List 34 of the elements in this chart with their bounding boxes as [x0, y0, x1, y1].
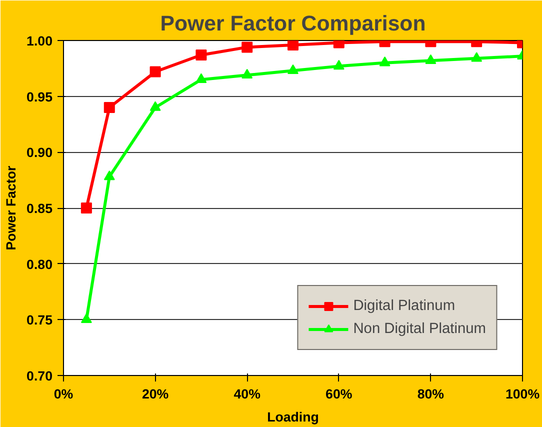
- point: [104, 102, 115, 113]
- point: [471, 52, 482, 62]
- point: [104, 170, 115, 180]
- point: [196, 50, 207, 61]
- point: [425, 54, 436, 64]
- y-axis-title: Power Factor: [4, 166, 19, 250]
- point: [80, 313, 92, 324]
- x-tick-label: 0%: [54, 386, 74, 402]
- y-tick-label: 0.85: [26, 201, 54, 216]
- x-tick-label: 40%: [234, 386, 261, 402]
- point: [80, 202, 92, 214]
- legend-label: Digital Platinum: [353, 298, 456, 314]
- y-tick-label: 0.90: [26, 145, 53, 160]
- point: [333, 60, 344, 70]
- legend-label: Non Digital Platinum: [353, 321, 486, 337]
- point: [196, 73, 207, 83]
- y-tick-label: 0.70: [26, 368, 53, 384]
- y-tick-label: 0.75: [26, 312, 54, 328]
- point: [150, 66, 161, 78]
- x-tick-label: 20%: [142, 386, 169, 402]
- point: [242, 68, 253, 79]
- point: [150, 101, 161, 111]
- y-tick-label: 1.00: [26, 34, 53, 48]
- y-tick-label: 0.80: [26, 256, 53, 272]
- x-tick-label: 60%: [326, 386, 352, 402]
- point: [242, 42, 253, 53]
- point: [288, 64, 298, 74]
- x-axis-title: Loading: [267, 410, 319, 424]
- x-tick-label: 80%: [417, 386, 444, 402]
- y-tick-label: 0.95: [26, 89, 54, 104]
- point: [379, 56, 390, 66]
- x-tick-label: 100%: [505, 386, 540, 402]
- chart-title: Power Factor Comparison: [160, 12, 426, 36]
- point: [288, 40, 298, 50]
